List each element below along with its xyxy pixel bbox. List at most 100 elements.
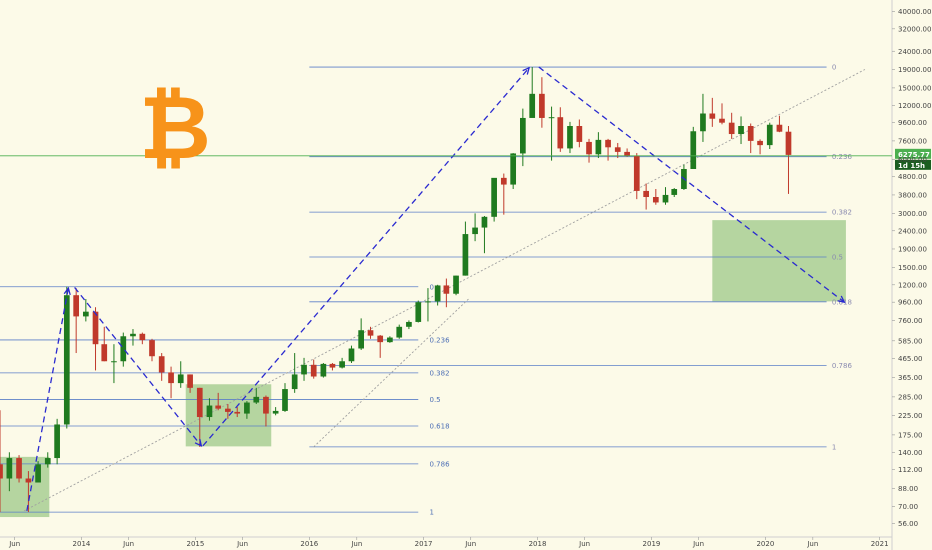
candle-body (101, 344, 108, 362)
price-tick-label: 32000.00 (898, 25, 931, 33)
candle-body (700, 113, 706, 132)
candle-body (481, 216, 488, 228)
time-tick-label: 2018 (529, 540, 547, 548)
candle-body (643, 190, 649, 198)
candle-body (73, 295, 80, 317)
candle (111, 344, 117, 384)
candle-body (719, 118, 725, 123)
candle (738, 116, 744, 145)
candle (0, 410, 3, 513)
candle-body (149, 340, 155, 357)
candle (35, 461, 41, 483)
candle-body (320, 363, 327, 377)
time-tick-label: Jun (350, 540, 362, 548)
fib-left-label: 1 (430, 509, 434, 517)
zone-target (712, 220, 846, 302)
candle-body (215, 405, 222, 409)
candle (358, 318, 365, 350)
candle-body (757, 140, 763, 146)
candle (529, 67, 536, 118)
candle-body (500, 177, 507, 185)
time-tick-label: Jun (578, 540, 590, 548)
countdown-tag (895, 159, 931, 170)
time-tick-label: 2020 (756, 540, 774, 548)
candle-body (519, 117, 526, 154)
candle-body (6, 458, 13, 479)
candle-body (16, 458, 22, 479)
candle-body (244, 402, 250, 414)
candle-body (595, 139, 602, 155)
price-tick-label: 3000.00 (898, 210, 927, 218)
candle-body (415, 302, 422, 322)
candle (586, 138, 592, 163)
candle (310, 359, 317, 379)
candle-body (624, 151, 630, 156)
candle (567, 121, 573, 154)
candle-body (82, 311, 89, 317)
price-tick-label: 19000.00 (898, 66, 931, 74)
price-tick-label: 7600.00 (898, 137, 927, 145)
candle (472, 213, 478, 242)
candle-body (158, 356, 165, 373)
candle (415, 300, 422, 323)
fib-right-label: 0.786 (832, 362, 853, 370)
candle-body (177, 374, 184, 384)
candle-body (130, 333, 136, 337)
candle-body (614, 147, 621, 152)
candle-body (120, 336, 127, 362)
candle (291, 353, 298, 393)
fib-left-label: 0.618 (430, 423, 450, 431)
candle (101, 326, 108, 362)
projection-arrows (26, 66, 846, 512)
current-price-value: 6275.77 (898, 151, 930, 159)
candle-body (339, 361, 345, 368)
candle (130, 329, 136, 346)
fib-right-label: 1 (832, 443, 836, 451)
candle (434, 284, 441, 306)
candle (747, 123, 754, 154)
candle (6, 452, 13, 492)
arrow-2014-down (74, 287, 202, 447)
price-tick-label: 88.00 (898, 485, 918, 493)
candle (54, 418, 60, 465)
candle (633, 153, 640, 200)
candle-body (92, 311, 99, 345)
candle (206, 398, 213, 421)
candle (367, 326, 374, 339)
time-axis[interactable]: Jun 2014 Jun 2015 Jun 2016 Jun 2017 Jun 2018 Jun 20… (8, 537, 889, 548)
candle (177, 361, 184, 388)
candle (44, 452, 51, 468)
candle-body (406, 321, 412, 327)
candle-body (491, 177, 497, 217)
candle-body (728, 122, 735, 135)
price-tick-label: 15000.00 (898, 84, 931, 92)
candle-body (139, 333, 146, 341)
candle (196, 387, 203, 447)
candle (339, 357, 345, 369)
candle-body (576, 126, 583, 142)
candle (320, 363, 327, 378)
candle (557, 107, 564, 152)
price-tick-label: 9600.00 (898, 119, 927, 127)
price-tick-label: 1200.00 (898, 281, 927, 289)
price-tick-label: 2400.00 (898, 227, 927, 235)
candle-body (168, 372, 174, 384)
candle (776, 115, 783, 133)
price-tick-label: 285.00 (898, 393, 923, 401)
candle-body (329, 363, 336, 368)
price-tick-label: 175.00 (898, 431, 923, 439)
candle (92, 307, 99, 371)
candle (168, 366, 174, 399)
price-tick-label: 56.00 (898, 520, 918, 528)
candle-body (263, 396, 269, 414)
candle (462, 221, 469, 276)
candle-body (462, 234, 469, 276)
candle-body (348, 348, 355, 362)
candle-body (529, 93, 536, 118)
candle (82, 299, 89, 322)
price-axis[interactable]: 40000.00 32000.00 24000.00 19000.00 15000.00… (892, 8, 931, 528)
candle-body (196, 387, 203, 418)
candle-body (785, 131, 792, 155)
price-tick-label: 365.00 (898, 374, 923, 382)
